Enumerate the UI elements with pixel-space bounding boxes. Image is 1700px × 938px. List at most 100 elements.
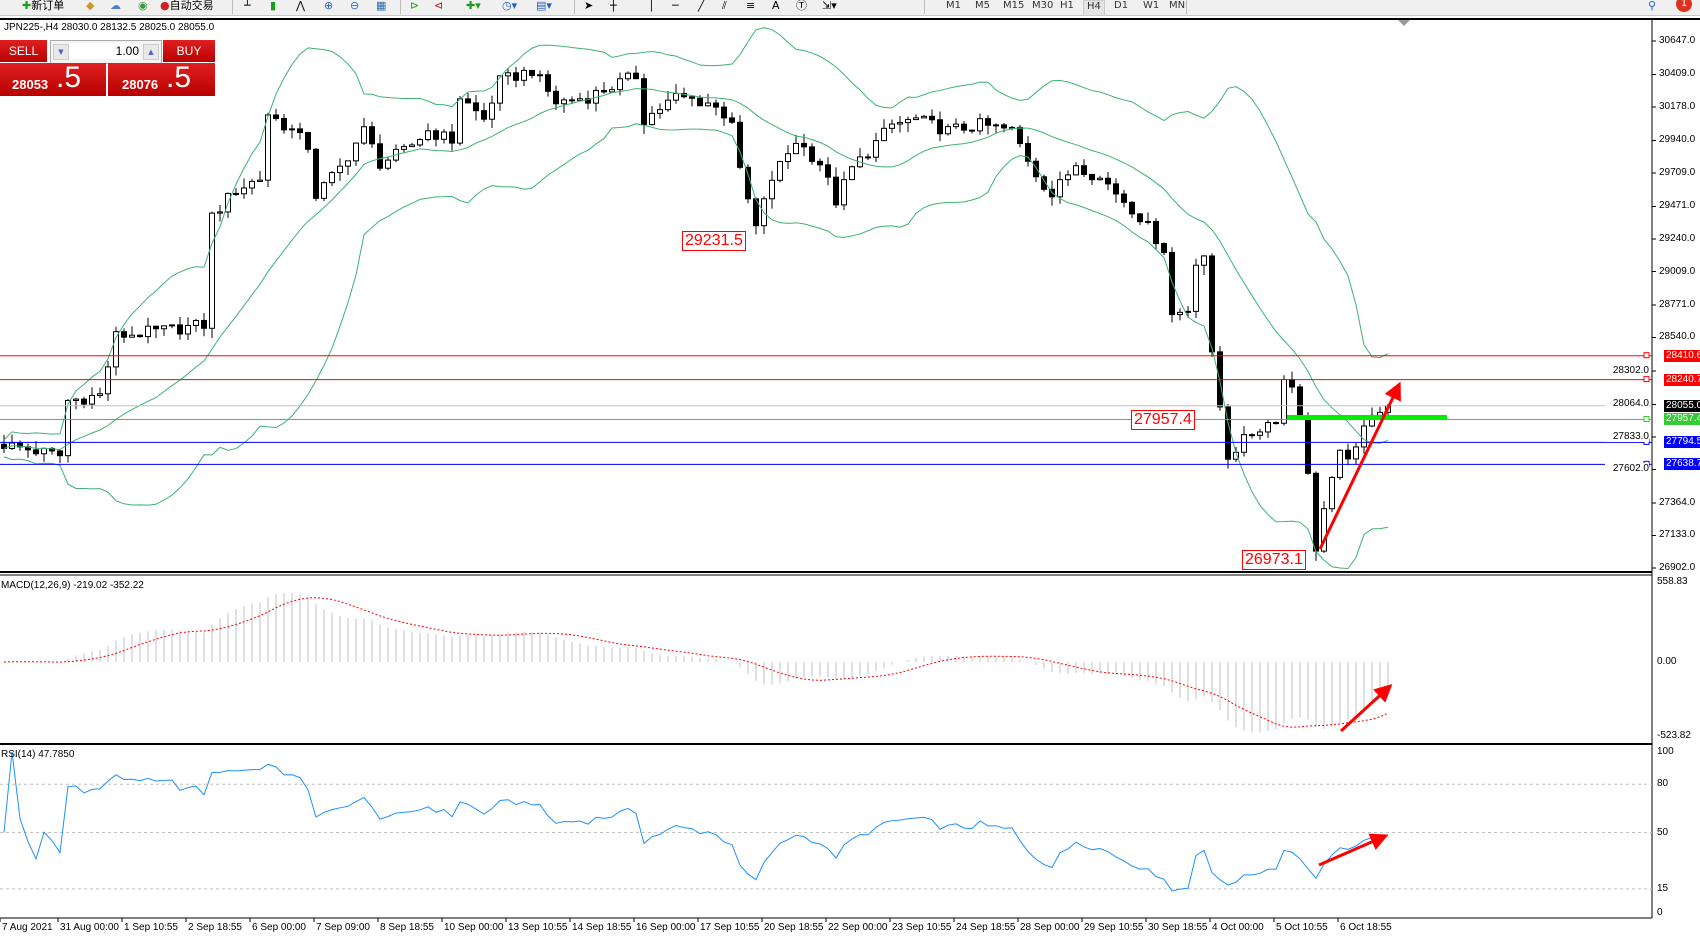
tile-icon[interactable]: ▦	[376, 0, 387, 12]
bull-candle-body	[1265, 422, 1271, 433]
signal-icon[interactable]: ◉	[138, 0, 148, 12]
candle	[897, 116, 903, 133]
bull-candle-body	[241, 187, 247, 195]
buy-price[interactable]: 28076 .5	[108, 62, 215, 96]
bear-candle-body	[1129, 201, 1135, 215]
timeframe-mn[interactable]: MN	[1169, 0, 1186, 11]
timeframe-h4[interactable]: H4	[1083, 0, 1105, 16]
timeframe-m15[interactable]: M15	[1003, 0, 1025, 11]
cursor-icon[interactable]: ➤	[584, 0, 594, 12]
vertical-line-icon[interactable]: │	[648, 0, 655, 12]
time-axis-label: 30 Sep 18:55	[1148, 922, 1208, 933]
periods-icon[interactable]: ◷▾	[502, 0, 518, 12]
level-price-tag[interactable]: 27638.7	[1664, 458, 1700, 471]
macd-trend-arrow	[1339, 683, 1393, 733]
price-axis-label: 29709.0	[1659, 166, 1696, 178]
timeframe-m1[interactable]: M1	[946, 0, 961, 11]
lot-size-stepper[interactable]: ▼ 1.00 ▲	[50, 40, 162, 64]
bull-candle-body	[873, 140, 879, 158]
candle	[409, 142, 415, 148]
price-annotation-high-low[interactable]: 29231.5	[682, 231, 746, 251]
candle	[257, 171, 263, 182]
crosshair-icon[interactable]: ┼	[610, 0, 617, 12]
candle	[113, 326, 119, 376]
candle	[889, 119, 895, 134]
chart-window[interactable]	[0, 18, 1700, 938]
candle	[913, 114, 919, 121]
text-label-icon[interactable]: Ⓣ	[796, 0, 807, 12]
timeframe-d1[interactable]: D1	[1114, 0, 1129, 11]
candle	[313, 148, 319, 202]
rsi-trend-arrow	[1318, 833, 1389, 867]
level-price-tag[interactable]: 28410.6	[1664, 349, 1700, 362]
search-icon[interactable]: ⚲	[1648, 0, 1657, 12]
new-order-button[interactable]: ✚新订单	[22, 0, 65, 12]
auto-trading-button[interactable]: ●自动交易	[160, 0, 214, 12]
line-chart-icon[interactable]: ⋀	[296, 0, 306, 12]
trendline-icon[interactable]: ╱	[698, 0, 705, 12]
bear-candle-body	[1137, 213, 1143, 223]
price-axis-label: 27133.0	[1659, 529, 1696, 541]
bull-candle-body	[1193, 264, 1199, 312]
shift-icon[interactable]: ⊲	[434, 0, 444, 12]
bar-chart-icon[interactable]: ┴	[244, 0, 251, 12]
lot-size-input[interactable]: 1.00	[69, 43, 139, 59]
candle	[577, 92, 583, 101]
candle	[401, 143, 407, 154]
level-price-tag[interactable]: 27794.5	[1664, 436, 1700, 449]
text-icon[interactable]: A	[772, 0, 780, 12]
templates-icon[interactable]: ▤▾	[536, 0, 552, 12]
bull-candle-body	[905, 119, 911, 124]
scroll-icon[interactable]: ⊳	[410, 0, 420, 12]
bear-candle-body	[833, 176, 839, 206]
bull-candle-body	[321, 182, 327, 199]
candlestick-icon[interactable]: ▮	[270, 0, 277, 12]
sell-price[interactable]: 28053 .5	[0, 62, 106, 96]
candle	[281, 114, 287, 134]
price-axis-label: 28302.0	[1605, 364, 1649, 376]
candle	[377, 134, 383, 171]
rsi-axis-label: 0	[1657, 907, 1663, 918]
timeframe-m30[interactable]: M30	[1032, 0, 1054, 11]
candle	[961, 120, 967, 134]
notification-badge[interactable]: 1	[1676, 0, 1692, 12]
buy-button[interactable]: BUY	[163, 40, 215, 62]
timeframe-w1[interactable]: W1	[1143, 0, 1160, 11]
server-icon[interactable]: ☁	[110, 0, 121, 12]
bear-candle-body	[1105, 177, 1111, 185]
level-price-tag[interactable]: 28055.0	[1664, 399, 1700, 412]
lot-increase-button[interactable]: ▲	[143, 44, 159, 60]
bull-candle-body	[921, 115, 927, 119]
arrows-icon[interactable]: ⇲▾	[822, 0, 837, 12]
price-axis-label: 29009.0	[1659, 265, 1696, 277]
lot-decrease-button[interactable]: ▼	[53, 44, 69, 60]
bear-candle-body	[17, 442, 23, 448]
channel-icon[interactable]: ⫽	[722, 0, 727, 12]
bear-candle-body	[281, 117, 287, 131]
bull-candle-body	[385, 159, 391, 169]
indicators-icon[interactable]: ✚▾	[466, 0, 481, 12]
price-annotation-support[interactable]: 27957.4	[1131, 410, 1195, 430]
macd-histogram	[11, 593, 1389, 733]
bull-candle-body	[1185, 310, 1191, 313]
bull-candle-body	[161, 325, 167, 330]
level-price-tag[interactable]: 28240.7	[1664, 373, 1700, 386]
bull-candle-body	[217, 211, 223, 214]
sell-button[interactable]: SELL	[0, 40, 47, 62]
gold-icon[interactable]: ◆	[86, 0, 95, 12]
candle	[737, 115, 743, 170]
level-price-tag[interactable]: 27957.4	[1664, 413, 1700, 426]
timeframe-m5[interactable]: M5	[975, 0, 990, 11]
bear-candle-body	[297, 128, 303, 134]
candle	[1289, 371, 1295, 394]
horizontal-line-icon[interactable]: ─	[672, 0, 679, 12]
price-annotation-low[interactable]: 26973.1	[1242, 550, 1306, 570]
fibonacci-icon[interactable]: ≡	[746, 0, 756, 12]
zoom-in-icon[interactable]: ⊕	[324, 0, 334, 12]
timeframe-h1[interactable]: H1	[1060, 0, 1074, 11]
bull-candle-body	[913, 117, 919, 121]
price-axis-label: 30409.0	[1659, 68, 1696, 80]
candle	[593, 86, 599, 112]
zoom-out-icon[interactable]: ⊖	[350, 0, 360, 12]
